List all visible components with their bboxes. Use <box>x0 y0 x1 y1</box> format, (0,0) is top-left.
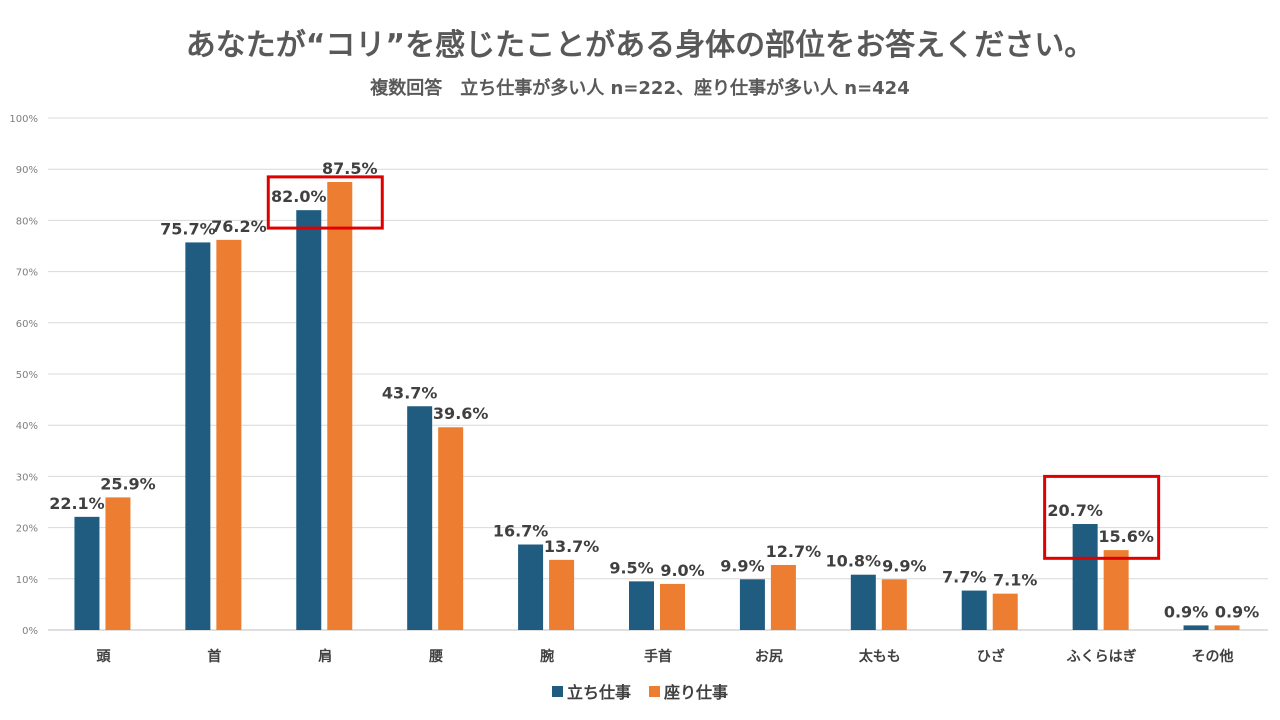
data-label: 43.7% <box>382 383 438 402</box>
y-tick-label: 20% <box>16 524 38 535</box>
chart-subtitle: 複数回答 立ち仕事が多い人 n=222、座り仕事が多い人 n=424 <box>370 78 910 99</box>
y-tick-label: 40% <box>16 421 38 432</box>
legend-item-sitting: 座り仕事 <box>649 679 728 703</box>
data-label: 22.1% <box>49 494 105 513</box>
category-label: ふくらはぎ <box>1067 648 1137 665</box>
bar-standing <box>739 579 765 630</box>
data-label: 12.7% <box>766 542 822 561</box>
data-label: 0.9% <box>1215 602 1259 621</box>
category-label: 太もも <box>859 648 901 665</box>
legend-swatch-standing <box>551 685 563 697</box>
category-label: 肩 <box>318 648 332 665</box>
legend: 立ち仕事 座り仕事 <box>0 679 1280 703</box>
y-tick-label: 70% <box>16 268 38 279</box>
bar-standing <box>518 544 544 630</box>
data-label: 75.7% <box>160 219 216 238</box>
data-label: 9.0% <box>660 561 704 580</box>
bar-standing <box>185 242 211 630</box>
bar-sitting <box>992 593 1018 630</box>
data-label: 25.9% <box>100 474 156 493</box>
category-label: 頭 <box>96 649 111 665</box>
data-label: 9.9% <box>882 556 926 575</box>
data-label: 87.5% <box>322 159 378 178</box>
y-tick-label: 100% <box>9 114 38 125</box>
bar-sitting <box>770 564 796 630</box>
legend-swatch-sitting <box>649 685 660 697</box>
bar-sitting <box>327 182 353 630</box>
bar-standing <box>850 574 876 630</box>
data-label: 7.1% <box>993 571 1037 590</box>
legend-label-standing: 立ち仕事 <box>566 683 631 702</box>
bar-sitting <box>660 583 685 630</box>
data-label: 13.7% <box>544 537 600 556</box>
highlight-box-shoulder <box>266 175 384 230</box>
legend-label-sitting: 座り仕事 <box>664 683 729 702</box>
category-label: その他 <box>1192 648 1234 665</box>
legend-item-standing: 立ち仕事 <box>551 679 631 703</box>
bar-standing <box>74 516 100 630</box>
data-label: 16.7% <box>493 521 549 540</box>
bar-standing <box>1183 625 1209 630</box>
bar-standing <box>961 590 987 630</box>
y-tick-label: 30% <box>16 472 38 483</box>
data-label: 82.0% <box>271 187 327 206</box>
y-tick-label: 90% <box>16 165 38 176</box>
y-tick-label: 10% <box>16 575 38 586</box>
bar-sitting <box>1214 625 1240 630</box>
chart-title: あなたが“コリ”を感じたことがある身体の部位をお答えください。 <box>185 28 1095 63</box>
data-label: 15.6% <box>1098 527 1154 546</box>
category-label: 腕 <box>540 648 554 665</box>
bar-standing <box>629 581 654 630</box>
category-label: お尻 <box>755 649 783 665</box>
data-label: 10.8% <box>826 552 882 571</box>
data-label: 76.2% <box>211 217 267 236</box>
data-label: 9.5% <box>609 558 653 577</box>
bar-sitting <box>216 239 242 630</box>
y-tick-label: 0% <box>22 626 38 637</box>
data-label: 20.7% <box>1047 501 1103 520</box>
bar-standing <box>1072 524 1098 630</box>
data-label: 7.7% <box>942 568 986 587</box>
bar-sitting <box>549 559 575 630</box>
bar-sitting <box>1103 550 1129 630</box>
data-label: 0.9% <box>1164 602 1208 621</box>
highlight-box-calf <box>1043 474 1161 560</box>
category-label: 手首 <box>644 648 672 665</box>
bar-standing <box>407 406 433 630</box>
data-label: 39.6% <box>433 404 489 423</box>
y-tick-label: 80% <box>16 216 38 227</box>
y-tick-label: 50% <box>16 370 38 381</box>
y-tick-label: 60% <box>16 319 38 330</box>
bar-sitting <box>438 427 464 630</box>
data-label: 9.9% <box>720 556 764 575</box>
bar-standing <box>296 210 322 630</box>
category-label: 首 <box>207 648 221 665</box>
bar-sitting <box>881 579 907 630</box>
bar-sitting <box>105 497 131 630</box>
category-label: ひざ <box>977 648 1005 665</box>
category-label: 腰 <box>428 649 443 665</box>
